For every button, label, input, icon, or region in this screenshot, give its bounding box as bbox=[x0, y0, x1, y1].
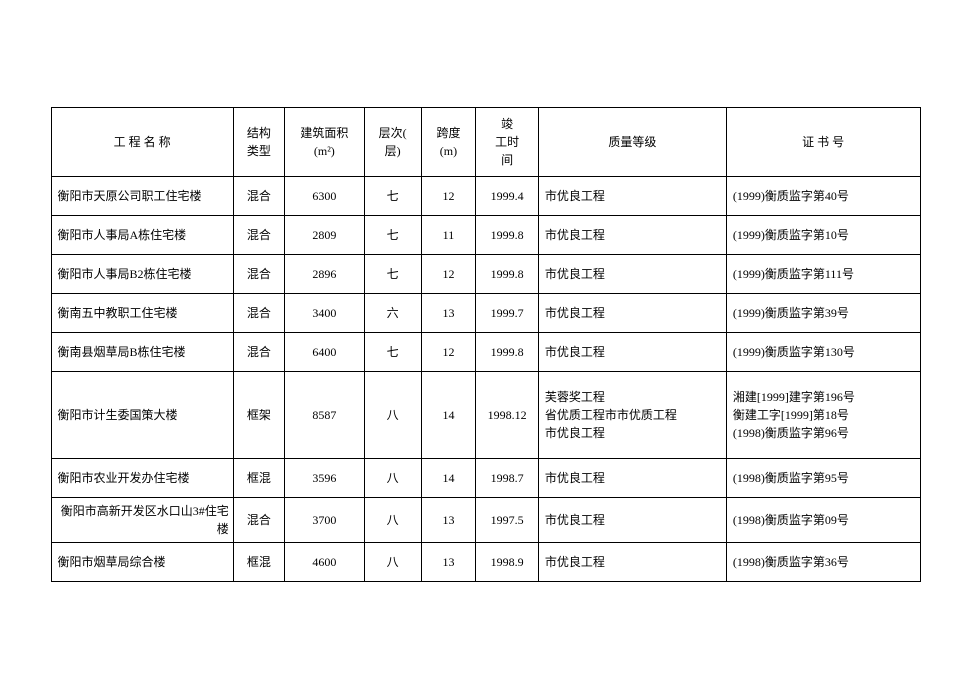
cell-quality: 市优良工程 bbox=[538, 497, 726, 542]
cell-struct: 混合 bbox=[233, 176, 284, 215]
cell-date: 1999.8 bbox=[476, 332, 539, 371]
cell-name: 衡阳市人事局B2栋住宅楼 bbox=[51, 254, 233, 293]
header-struct: 结构 类型 bbox=[233, 107, 284, 176]
cell-cert: (1998)衡质监字第36号 bbox=[726, 542, 920, 581]
cell-date: 1999.8 bbox=[476, 215, 539, 254]
cell-floor: 七 bbox=[364, 176, 421, 215]
cell-cert: (1999)衡质监字第111号 bbox=[726, 254, 920, 293]
cell-span: 12 bbox=[421, 332, 476, 371]
header-floor: 层次( 层) bbox=[364, 107, 421, 176]
cell-quality: 市优良工程 bbox=[538, 215, 726, 254]
cell-quality: 市优良工程 bbox=[538, 458, 726, 497]
cell-span: 13 bbox=[421, 542, 476, 581]
cell-span: 14 bbox=[421, 371, 476, 458]
cell-quality: 市优良工程 bbox=[538, 332, 726, 371]
cell-struct: 框混 bbox=[233, 458, 284, 497]
cell-cert: (1999)衡质监字第39号 bbox=[726, 293, 920, 332]
table-row: 衡阳市人事局B2栋住宅楼混合2896七121999.8市优良工程(1999)衡质… bbox=[51, 254, 920, 293]
header-quality: 质量等级 bbox=[538, 107, 726, 176]
cell-span: 13 bbox=[421, 497, 476, 542]
cell-date: 1997.5 bbox=[476, 497, 539, 542]
cell-span: 11 bbox=[421, 215, 476, 254]
cell-quality: 芙蓉奖工程 省优质工程市市优质工程 市优良工程 bbox=[538, 371, 726, 458]
cell-date: 1998.9 bbox=[476, 542, 539, 581]
cell-area: 3400 bbox=[284, 293, 364, 332]
cell-struct: 混合 bbox=[233, 497, 284, 542]
cell-area: 4600 bbox=[284, 542, 364, 581]
cell-date: 1998.12 bbox=[476, 371, 539, 458]
cell-floor: 七 bbox=[364, 254, 421, 293]
cell-quality: 市优良工程 bbox=[538, 293, 726, 332]
cell-area: 3596 bbox=[284, 458, 364, 497]
cell-struct: 混合 bbox=[233, 215, 284, 254]
cell-floor: 八 bbox=[364, 497, 421, 542]
table-row: 衡南五中教职工住宅楼混合3400六131999.7市优良工程(1999)衡质监字… bbox=[51, 293, 920, 332]
cell-name: 衡阳市烟草局综合楼 bbox=[51, 542, 233, 581]
cell-area: 6300 bbox=[284, 176, 364, 215]
cell-floor: 六 bbox=[364, 293, 421, 332]
cell-name: 衡阳市计生委国策大楼 bbox=[51, 371, 233, 458]
cell-date: 1999.7 bbox=[476, 293, 539, 332]
cell-area: 8587 bbox=[284, 371, 364, 458]
table-row: 衡阳市计生委国策大楼框架8587八141998.12芙蓉奖工程 省优质工程市市优… bbox=[51, 371, 920, 458]
cell-name: 衡阳市人事局A栋住宅楼 bbox=[51, 215, 233, 254]
cell-floor: 八 bbox=[364, 542, 421, 581]
table-row: 衡阳市人事局A栋住宅楼混合2809七111999.8市优良工程(1999)衡质监… bbox=[51, 215, 920, 254]
cell-cert: (1999)衡质监字第130号 bbox=[726, 332, 920, 371]
cell-floor: 八 bbox=[364, 371, 421, 458]
cell-area: 2809 bbox=[284, 215, 364, 254]
cell-struct: 混合 bbox=[233, 293, 284, 332]
cell-quality: 市优良工程 bbox=[538, 254, 726, 293]
cell-date: 1998.7 bbox=[476, 458, 539, 497]
cell-area: 6400 bbox=[284, 332, 364, 371]
table-header: 工 程 名 称 结构 类型 建筑面积 (m²) 层次( 层) 跨度 (m) 竣 … bbox=[51, 107, 920, 176]
cell-date: 1999.4 bbox=[476, 176, 539, 215]
header-span: 跨度 (m) bbox=[421, 107, 476, 176]
cell-area: 2896 bbox=[284, 254, 364, 293]
cell-name: 衡南五中教职工住宅楼 bbox=[51, 293, 233, 332]
cell-struct: 框架 bbox=[233, 371, 284, 458]
cell-struct: 混合 bbox=[233, 254, 284, 293]
cell-date: 1999.8 bbox=[476, 254, 539, 293]
cell-cert: (1999)衡质监字第10号 bbox=[726, 215, 920, 254]
cell-name: 衡阳市高新开发区水口山3#住宅楼 bbox=[51, 497, 233, 542]
table-row: 衡阳市高新开发区水口山3#住宅楼混合3700八131997.5市优良工程(199… bbox=[51, 497, 920, 542]
cell-span: 12 bbox=[421, 254, 476, 293]
header-cert: 证 书 号 bbox=[726, 107, 920, 176]
cell-cert: 湘建[1999]建字第196号 衡建工字[1999]第18号 (1998)衡质监… bbox=[726, 371, 920, 458]
cell-quality: 市优良工程 bbox=[538, 542, 726, 581]
cell-floor: 八 bbox=[364, 458, 421, 497]
header-name: 工 程 名 称 bbox=[51, 107, 233, 176]
cell-name: 衡阳市天原公司职工住宅楼 bbox=[51, 176, 233, 215]
cell-cert: (1999)衡质监字第40号 bbox=[726, 176, 920, 215]
table-row: 衡南县烟草局B栋住宅楼混合6400七121999.8市优良工程(1999)衡质监… bbox=[51, 332, 920, 371]
cell-area: 3700 bbox=[284, 497, 364, 542]
table-body: 衡阳市天原公司职工住宅楼混合6300七121999.4市优良工程(1999)衡质… bbox=[51, 176, 920, 581]
projects-table: 工 程 名 称 结构 类型 建筑面积 (m²) 层次( 层) 跨度 (m) 竣 … bbox=[51, 107, 921, 582]
cell-struct: 框混 bbox=[233, 542, 284, 581]
cell-span: 13 bbox=[421, 293, 476, 332]
cell-span: 12 bbox=[421, 176, 476, 215]
table-row: 衡阳市天原公司职工住宅楼混合6300七121999.4市优良工程(1999)衡质… bbox=[51, 176, 920, 215]
table-row: 衡阳市烟草局综合楼框混4600八131998.9市优良工程(1998)衡质监字第… bbox=[51, 542, 920, 581]
cell-floor: 七 bbox=[364, 332, 421, 371]
cell-floor: 七 bbox=[364, 215, 421, 254]
projects-table-container: 工 程 名 称 结构 类型 建筑面积 (m²) 层次( 层) 跨度 (m) 竣 … bbox=[51, 107, 921, 582]
cell-name: 衡南县烟草局B栋住宅楼 bbox=[51, 332, 233, 371]
header-area: 建筑面积 (m²) bbox=[284, 107, 364, 176]
cell-cert: (1998)衡质监字第09号 bbox=[726, 497, 920, 542]
cell-quality: 市优良工程 bbox=[538, 176, 726, 215]
header-date: 竣 工时 间 bbox=[476, 107, 539, 176]
cell-name: 衡阳市农业开发办住宅楼 bbox=[51, 458, 233, 497]
cell-span: 14 bbox=[421, 458, 476, 497]
cell-cert: (1998)衡质监字第95号 bbox=[726, 458, 920, 497]
cell-struct: 混合 bbox=[233, 332, 284, 371]
table-row: 衡阳市农业开发办住宅楼框混3596八141998.7市优良工程(1998)衡质监… bbox=[51, 458, 920, 497]
